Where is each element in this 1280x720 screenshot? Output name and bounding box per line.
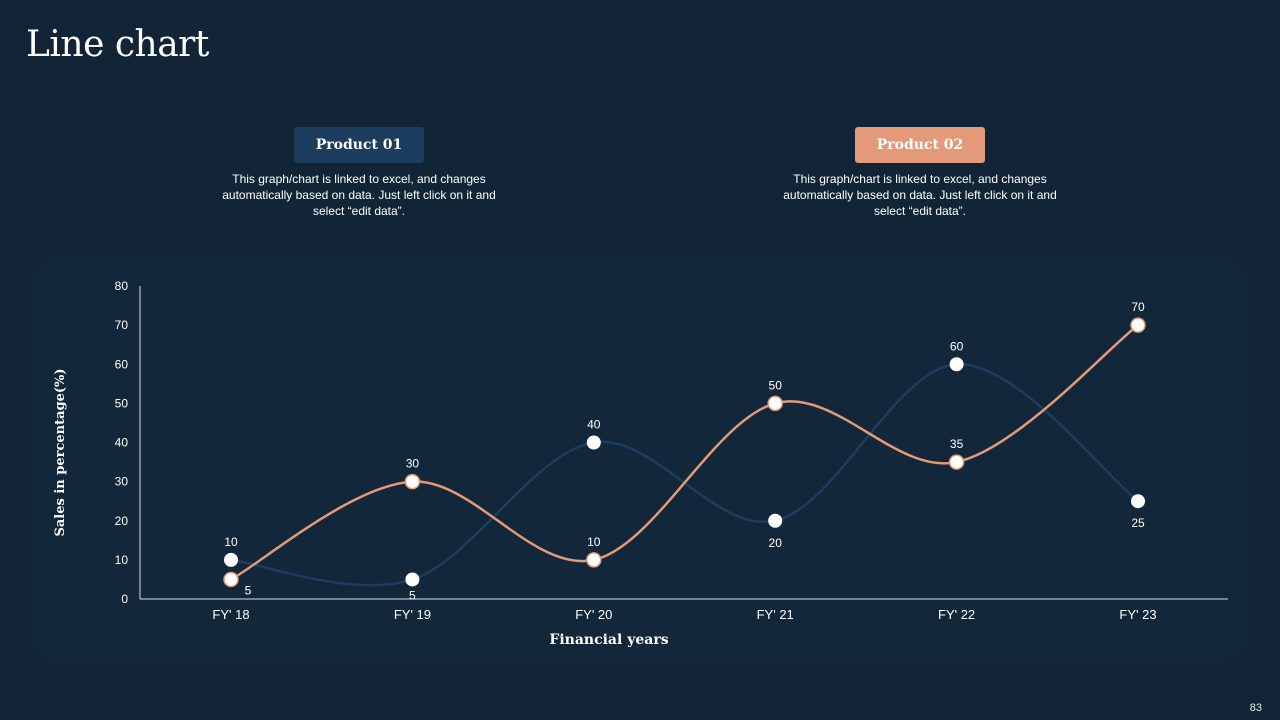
y-tick-label: 0 [121,592,128,606]
data-label-s2: 70 [1131,300,1145,314]
legend-badge-product-02: Product 02 [854,127,986,163]
chart-panel: 0 10 20 30 40 50 60 70 80 FY' 18 FY' 19 FY' 20 FY' 2… [30,254,1250,664]
x-tick-label: FY' 21 [757,607,794,622]
data-label-s2: 30 [406,457,420,471]
line-chart: 0 10 20 30 40 50 60 70 80 FY' 18 FY' 19 FY' 20 FY' 2… [53,279,1228,648]
legend-product-02: Product 02 This graph/chart is linked to… [780,127,1060,219]
y-tick-label: 40 [115,436,129,450]
data-point-s1 [768,513,783,528]
page-number: 83 [1249,702,1262,714]
data-point-s1 [405,572,420,587]
data-point-s1 [586,435,601,450]
legend-product-01: Product 01 This graph/chart is linked to… [219,127,499,219]
y-tick-label: 20 [115,514,129,528]
data-label-s1: 60 [950,339,964,353]
data-label-s1: 10 [224,535,238,549]
y-tick-label: 80 [115,279,129,293]
slide-title: Line chart [26,24,209,65]
y-tick-label: 50 [115,396,129,410]
y-axis-title: Sales in percentage(%) [53,368,68,536]
data-point-s1 [1131,494,1145,509]
data-label-s2: 50 [769,378,783,392]
data-label-s2: 10 [587,535,601,549]
data-point-s2 [948,454,965,470]
data-label-s1: 25 [1131,516,1145,530]
series-line-2 [229,323,1140,581]
data-label-s1: 20 [769,536,783,550]
legend-description-product-01: This graph/chart is linked to excel, and… [222,172,496,218]
data-point-s2 [1130,317,1146,333]
data-label-s2: 5 [245,583,252,597]
y-tick-label: 70 [115,318,129,332]
x-tick-label: FY' 20 [575,607,612,622]
data-label-s1: 40 [587,418,601,432]
y-tick-label: 30 [115,475,129,489]
x-tick-label: FY' 22 [938,607,975,622]
data-label-s1: 5 [409,588,416,602]
data-point-s2 [223,571,239,588]
y-tick-label: 10 [115,553,129,567]
data-point-s2 [586,552,602,568]
data-point-s1 [224,552,238,567]
data-point-s1 [949,357,964,372]
data-label-s2: 35 [950,437,964,451]
x-tick-label: FY' 19 [394,607,431,622]
x-axis-title: Financial years [549,632,668,648]
legend-description-product-02: This graph/chart is linked to excel, and… [783,172,1057,218]
y-tick-label: 60 [115,357,129,371]
x-tick-label: FY' 23 [1119,607,1156,622]
x-tick-label: FY' 18 [212,607,249,622]
data-point-s2 [767,395,783,412]
series-line-1 [229,362,1140,587]
data-point-s2 [404,473,421,490]
legend-badge-product-01: Product 01 [293,127,425,163]
